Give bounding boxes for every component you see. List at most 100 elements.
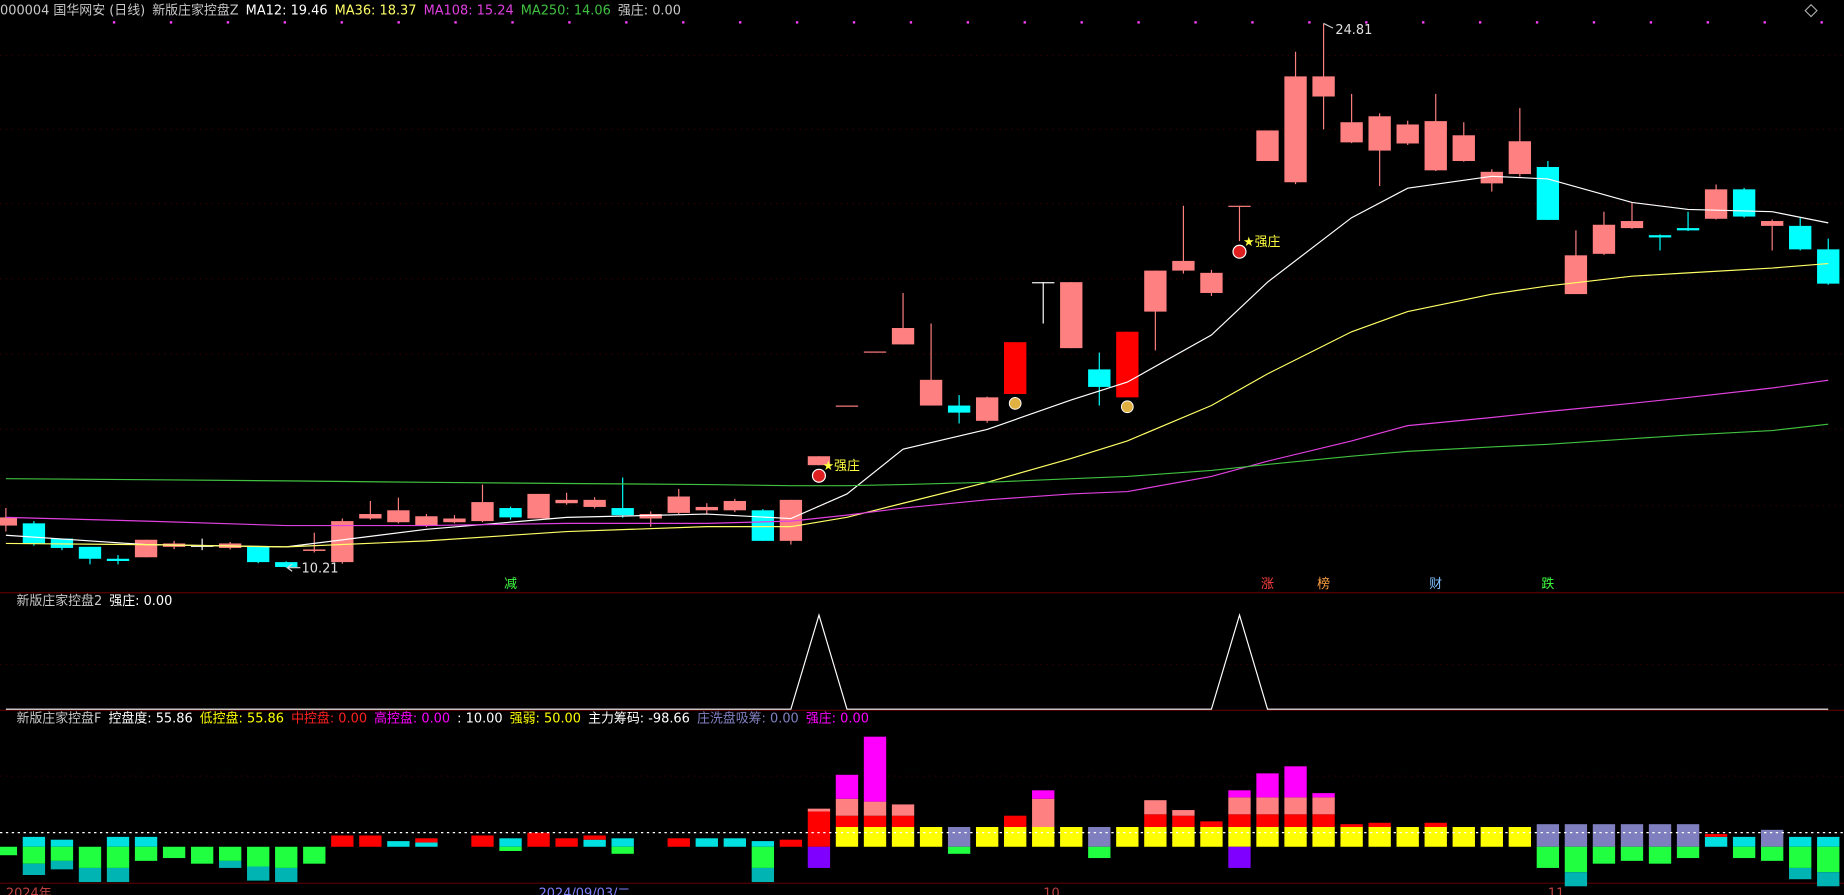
indicator-bar xyxy=(1368,822,1391,828)
indicator-bar xyxy=(1172,827,1195,847)
indicator-bar xyxy=(1144,800,1167,815)
indicator-bar xyxy=(1060,827,1083,847)
indicator-bar xyxy=(807,811,831,847)
indicator-bar xyxy=(527,832,550,847)
indicator-bar xyxy=(218,846,242,861)
panel-header: 000004 国华网安 (日线) 新版庄家控盘Z MA12: 19.46 MA36: … xyxy=(0,2,681,18)
candle-body xyxy=(583,499,606,507)
header-item: 强庄: 0.00 xyxy=(806,710,869,726)
indicator-bar xyxy=(1340,827,1363,847)
indicator-bar xyxy=(1732,846,1756,859)
candle-body xyxy=(106,558,130,561)
candle-body xyxy=(1620,221,1644,229)
indicator-bar xyxy=(1116,827,1139,847)
indicator-bar xyxy=(1256,797,1279,815)
candle-body xyxy=(1452,135,1475,162)
indicator-bar xyxy=(1508,827,1532,847)
indicator-bar xyxy=(1284,797,1307,815)
indicator-bar xyxy=(1564,846,1588,873)
indicator-bar xyxy=(1536,824,1560,847)
signal-dot xyxy=(454,21,457,24)
indicator-bar xyxy=(1340,824,1363,828)
indicator-bar xyxy=(863,736,887,802)
signal-dot xyxy=(397,21,400,24)
candle-body xyxy=(1592,224,1616,254)
moving-average xyxy=(5,423,1829,487)
candle-body xyxy=(1004,342,1027,394)
header-item: 高控盘: 0.00 xyxy=(374,710,450,726)
candle-body xyxy=(78,546,102,559)
indicator-bar xyxy=(1620,846,1644,861)
candle-body xyxy=(639,514,662,519)
indicator-bar xyxy=(779,839,803,847)
indicator-bar xyxy=(1284,827,1307,847)
indicator-bar xyxy=(835,774,859,799)
indicator-bar xyxy=(1620,824,1644,847)
indicator-bar xyxy=(583,835,606,840)
indicator-bar xyxy=(1228,827,1251,847)
indicator-bar xyxy=(1312,797,1335,815)
header-item: 强庄: 0.00 xyxy=(109,592,172,608)
moving-average xyxy=(5,262,1829,548)
candle-body xyxy=(919,379,943,406)
window-icon[interactable] xyxy=(1804,3,1818,18)
indicator-bar xyxy=(863,815,887,828)
indicator-bar xyxy=(891,804,915,816)
indicator-bar xyxy=(22,846,46,864)
date-label: 2024/09/03/二 xyxy=(539,886,631,895)
indicator-bar xyxy=(1172,815,1195,828)
candle-body xyxy=(835,405,859,407)
indicator-bar xyxy=(947,846,971,854)
indicator-bar xyxy=(1144,814,1167,828)
candle-body xyxy=(1032,282,1055,284)
header-item: MA36: 18.37 xyxy=(335,3,417,18)
indicator-bar xyxy=(1200,827,1223,847)
money-bag-icon xyxy=(1008,397,1022,410)
header-item: 强庄: 0.00 xyxy=(618,2,681,18)
signal-dot xyxy=(1820,21,1823,24)
indicator-bar xyxy=(415,838,438,843)
header-item: MA12: 19.46 xyxy=(246,3,328,18)
indicator-bar xyxy=(1789,836,1812,847)
candle-body xyxy=(1200,272,1223,293)
candle-body xyxy=(555,499,578,504)
header-item: 主力筹码: -98.66 xyxy=(588,710,690,726)
indicator-bar xyxy=(1817,846,1840,873)
indicator-bar xyxy=(1676,824,1700,847)
indicator-bar xyxy=(1704,834,1728,837)
indicator-bar xyxy=(134,836,158,847)
indicator-bar xyxy=(947,827,971,847)
signal-dot xyxy=(1080,21,1083,24)
signal-dot xyxy=(795,21,799,24)
indicator-bar xyxy=(106,836,130,847)
indicator-bar xyxy=(0,846,18,856)
indicator-bar xyxy=(1592,824,1616,847)
indicator-bar xyxy=(1368,827,1391,847)
event-marker: 减 xyxy=(504,577,517,592)
indicator-bar xyxy=(1676,846,1700,859)
indicator-bar xyxy=(555,838,578,847)
indicator-bar xyxy=(1032,798,1055,828)
signal-dot xyxy=(511,21,514,24)
signal-dot xyxy=(1763,21,1766,24)
low-arrow xyxy=(286,563,301,572)
indicator-bar xyxy=(303,846,326,864)
header-item: 新版庄家控盘F xyxy=(16,710,101,726)
signal-label: ★强庄 xyxy=(1243,234,1281,250)
indicator-bar xyxy=(1228,790,1251,798)
indicator-bar xyxy=(1032,790,1055,799)
header-item: 新版庄家控盘Z xyxy=(152,2,239,18)
candle-body xyxy=(695,506,718,511)
event-marker: 榜 xyxy=(1317,576,1330,592)
signal-dot xyxy=(1706,21,1709,24)
candle-body xyxy=(1789,225,1812,250)
indicator-bar xyxy=(1312,827,1335,847)
signal-dot xyxy=(909,21,913,24)
money-bag-icon xyxy=(1120,400,1134,414)
candle-body xyxy=(1284,76,1307,183)
candle-body xyxy=(134,539,158,558)
indicator-bar xyxy=(22,836,46,847)
candle-body xyxy=(387,510,410,523)
indicator-bar xyxy=(1817,836,1840,847)
indicator-bar xyxy=(359,835,382,847)
